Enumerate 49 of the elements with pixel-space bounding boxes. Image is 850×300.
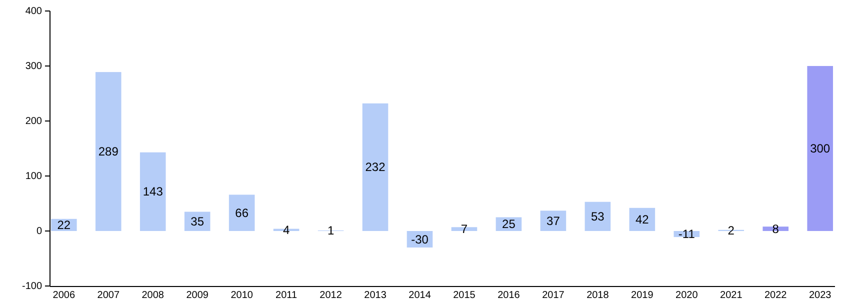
y-tick-label: -100 [22, 281, 42, 292]
bar [95, 72, 122, 231]
x-tick-label: 2018 [586, 290, 610, 300]
x-tick-label: 2013 [364, 290, 387, 300]
x-tick-label: 2021 [720, 290, 743, 300]
data-label: 25 [502, 217, 516, 232]
x-tick-label: 2007 [97, 290, 120, 300]
data-label: 232 [365, 160, 386, 174]
x-tick-label: 2017 [542, 290, 565, 300]
data-label: 22 [57, 218, 71, 232]
x-tick-label: 2010 [230, 290, 254, 300]
data-label: 8 [772, 222, 780, 236]
x-tick-label: 2020 [676, 290, 698, 300]
bar [140, 152, 166, 231]
data-label: 2 [728, 223, 735, 238]
data-label: 143 [142, 184, 164, 199]
bar [362, 103, 388, 231]
x-tick-label: 2006 [52, 290, 76, 300]
data-label: 4 [282, 222, 290, 237]
x-tick-label: 2022 [764, 290, 788, 300]
x-tick-label: 2008 [142, 290, 164, 300]
y-tick-label: 200 [25, 116, 42, 128]
x-tick-label: 2012 [320, 290, 342, 300]
x-tick-label: 2019 [631, 290, 654, 300]
y-tick-label: 300 [25, 61, 42, 72]
x-tick-label: 2014 [408, 290, 432, 300]
x-tick-label: 2016 [498, 290, 520, 300]
data-label: 35 [190, 214, 204, 228]
data-label: 37 [546, 214, 560, 228]
data-label: 66 [235, 206, 249, 220]
x-tick-label: 2011 [276, 290, 298, 300]
y-tick-label: 0 [36, 226, 42, 238]
x-tick-label: 2015 [453, 290, 476, 300]
bar [540, 210, 566, 231]
data-label: 53 [591, 209, 605, 224]
bar [807, 66, 833, 231]
x-tick-label: 2023 [808, 290, 832, 300]
data-label: 7 [460, 222, 468, 236]
data-label: -30 [411, 232, 429, 246]
data-label: 300 [810, 142, 830, 156]
data-label: 42 [635, 212, 650, 226]
data-label: 289 [98, 144, 119, 159]
y-tick-label: 100 [25, 171, 42, 182]
bar [228, 194, 255, 231]
y-tick-label: 400 [25, 6, 42, 18]
bar [584, 202, 611, 231]
data-label: 1 [327, 224, 334, 238]
x-tick-label: 2009 [186, 290, 209, 300]
data-label: -11 [678, 227, 696, 242]
